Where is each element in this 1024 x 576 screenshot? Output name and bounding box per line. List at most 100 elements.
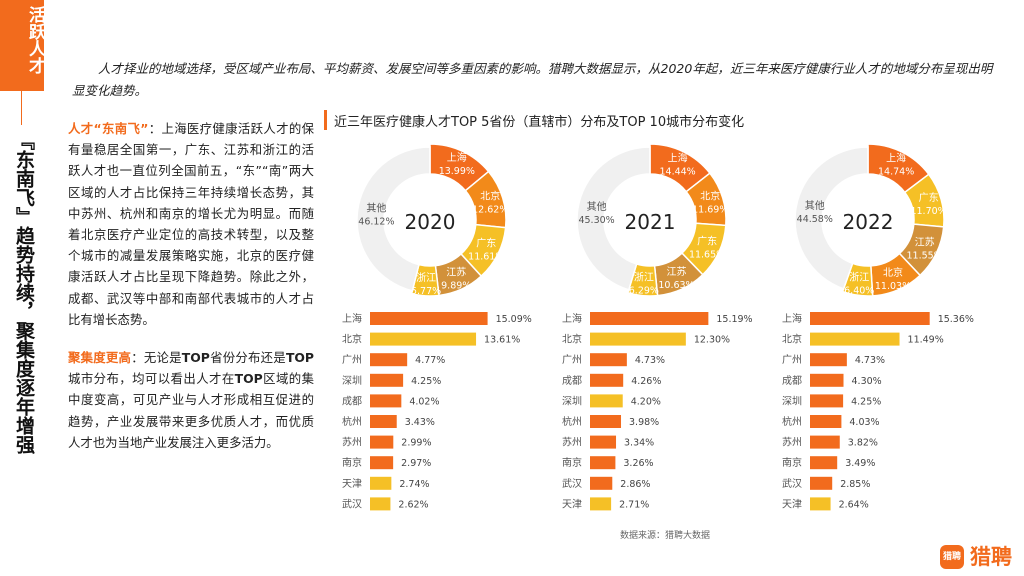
paragraph-east-south: 人才“东南飞”：上海医疗健康活跃人才的保有量稳居全国第一，广东、江苏和浙江的活跃…	[68, 118, 314, 330]
bar-chart-1-value-6: 2.99%	[401, 438, 431, 449]
donut-2022-label-5: 其他	[805, 199, 825, 212]
bar-chart-1-bar-4	[370, 394, 402, 408]
bar-chart-1-value-0: 15.09%	[496, 314, 532, 325]
bar-chart-3-bar-4	[810, 394, 844, 408]
donut-2021-value-0: 14.44%	[659, 166, 695, 177]
bar-chart-1-value-8: 2.74%	[399, 479, 429, 490]
bar-chart-2-value-4: 4.20%	[631, 396, 661, 407]
section-divider	[21, 91, 22, 125]
donut-2020-year: 2020	[405, 210, 456, 234]
bar-chart-3-bar-2	[810, 353, 847, 367]
bar-chart-3-category-9: 天津	[782, 498, 802, 510]
paragraph-concentration-text-3: 城市分布，均可以看出人才在	[68, 371, 235, 387]
bar-chart-2-bar-2	[590, 353, 627, 367]
bar-chart-2-value-5: 3.98%	[629, 417, 659, 428]
donut-2020-label-4: 浙江	[416, 272, 436, 284]
bar-chart-1-value-7: 2.97%	[401, 458, 431, 469]
donut-2022-label-0: 上海	[886, 152, 906, 165]
donut-2021-label-2: 广东	[697, 235, 717, 248]
bar-chart-1-category-6: 苏州	[342, 436, 362, 449]
bar-chart-3-category-6: 苏州	[782, 436, 802, 449]
bar-chart-2-bar-3	[590, 373, 624, 387]
bar-chart-3-value-7: 3.49%	[845, 458, 875, 469]
paragraph-concentration-text-2: 省份分布还是	[209, 350, 286, 366]
donut-2022-value-4: 6.40%	[844, 285, 874, 296]
brand-name: 猎聘	[970, 545, 1012, 569]
bar-chart-3-category-1: 北京	[782, 333, 802, 346]
bar-chart-1-category-1: 北京	[342, 333, 362, 346]
bar-chart-2-value-7: 3.26%	[623, 458, 653, 469]
donut-2020-value-2: 11.61%	[468, 251, 504, 262]
donut-2022-label-1: 广东	[919, 191, 939, 204]
donut-2020-label-0: 上海	[447, 151, 467, 164]
bar-chart-3-value-8: 2.85%	[840, 479, 870, 490]
donut-2021-label-5: 其他	[587, 200, 607, 213]
side-heading: 『东南飞』趋势持续，聚集度逐年增强	[13, 131, 35, 454]
donut-2021-value-4: 6.29%	[629, 286, 659, 297]
bar-chart-3-bar-3	[810, 373, 844, 387]
bar-chart-3-category-8: 武汉	[782, 477, 802, 490]
paragraph-concentration-top-2: TOP	[285, 350, 315, 366]
bar-chart-1-value-3: 4.25%	[411, 376, 441, 387]
donut-2022-value-3: 11.03%	[875, 281, 911, 292]
bar-chart-1-category-3: 深圳	[342, 375, 362, 387]
bar-chart-3-value-5: 4.03%	[849, 417, 879, 428]
donut-2020-value-4: 5.77%	[411, 286, 441, 297]
brand-icon: 猎聘	[940, 545, 964, 569]
bar-chart-3-bar-1	[810, 332, 900, 346]
bar-chart-1-category-8: 天津	[342, 478, 362, 490]
donut-2020-value-3: 9.89%	[441, 280, 471, 291]
bar-chart-3-bar-8	[810, 476, 833, 490]
donut-2020-label-3: 江苏	[446, 265, 466, 278]
bar-chart-3-value-1: 11.49%	[908, 335, 944, 346]
donut-2021-value-2: 11.65%	[689, 250, 725, 261]
bar-chart-2-bar-1	[590, 332, 686, 346]
bar-chart-1-bar-3	[370, 373, 404, 387]
donut-2020-label-2: 广东	[476, 236, 496, 249]
bar-chart-2-category-3: 成都	[562, 375, 582, 387]
bar-chart-3-bar-9	[810, 497, 831, 511]
bar-chart-3-value-0: 15.36%	[938, 314, 974, 325]
donut-2022-value-2: 11.55%	[907, 251, 943, 262]
bar-chart-1-bar-5	[370, 415, 397, 428]
bar-chart-2-value-0: 15.19%	[716, 314, 752, 325]
bar-chart-3-bar-6	[810, 435, 840, 449]
bar-chart-3-category-0: 上海	[782, 312, 802, 325]
donut-2022-slice-5	[794, 146, 869, 290]
bar-chart-3-category-2: 广州	[782, 354, 802, 366]
bar-chart-3-value-4: 4.25%	[851, 396, 881, 407]
bar-chart-2-value-3: 4.26%	[631, 376, 661, 387]
bar-chart-3-bar-7	[810, 456, 838, 470]
bar-chart-1-category-7: 南京	[342, 456, 362, 469]
donut-2022-label-4: 浙江	[849, 271, 869, 283]
section-tag: 活跃人才	[0, 0, 45, 91]
bar-chart-1-bar-0	[370, 312, 488, 325]
bar-chart-2-bar-9	[590, 497, 612, 511]
bar-chart-3-category-4: 深圳	[782, 395, 802, 407]
paragraph-concentration-top-1: TOP	[181, 350, 210, 366]
bar-chart-2-value-8: 2.86%	[620, 479, 650, 490]
paragraph-concentration-top-3: TOP	[234, 371, 263, 387]
bar-chart-2-category-5: 杭州	[562, 415, 582, 428]
bar-chart-3-category-5: 杭州	[782, 415, 802, 428]
donut-2022-year: 2022	[843, 210, 894, 234]
bar-chart-1-bar-1	[370, 332, 477, 346]
bar-chart-1-category-4: 成都	[342, 395, 362, 407]
donut-2022-label-2: 江苏	[915, 236, 935, 249]
bar-chart-3-category-3: 成都	[782, 375, 802, 387]
bar-chart-1-category-5: 杭州	[342, 415, 362, 428]
bar-chart-2-bar-8	[590, 476, 613, 490]
bar-chart-2-category-8: 武汉	[562, 477, 582, 490]
donut-2021-label-3: 江苏	[666, 265, 686, 278]
donut-2020-value-5: 46.12%	[358, 216, 394, 227]
chart-title-accent	[324, 110, 327, 130]
bar-chart-2-category-1: 北京	[562, 333, 582, 346]
donut-2022-value-5: 44.58%	[797, 214, 833, 225]
bar-chart-2-bar-4	[590, 394, 623, 408]
keyword-east-south: 人才“东南飞”	[68, 121, 149, 136]
bar-chart-2-bar-5	[590, 415, 622, 428]
section-tag-label: 活跃人才	[25, 6, 45, 74]
charts-area: 上海13.99%北京12.62%广东11.61%江苏9.89%浙江5.77%其他…	[342, 143, 974, 511]
paragraph-concentration: 聚集度更高：无论是TOP省份分布还是TOP城市分布，均可以看出人才在TOP区域的…	[68, 347, 314, 453]
donut-2020-value-0: 13.99%	[439, 166, 475, 177]
